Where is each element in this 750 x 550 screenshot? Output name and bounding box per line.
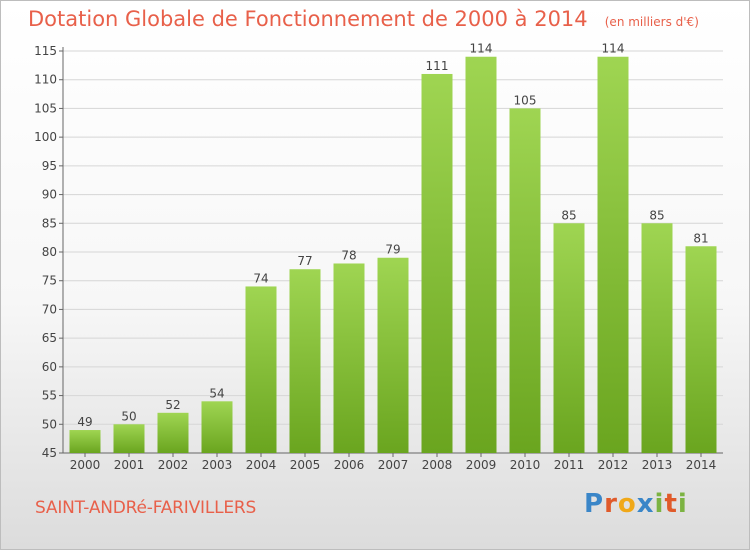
bar-2013: [641, 223, 673, 453]
x-tick-label: 2009: [466, 458, 497, 472]
y-tick-label: 85: [42, 216, 57, 230]
logo-letter: i: [654, 489, 665, 519]
y-tick-label: 110: [34, 73, 57, 87]
y-tick-label: 50: [42, 417, 57, 431]
logo-letter: o: [617, 489, 637, 519]
bar-2006: [333, 263, 365, 453]
bar-value-label: 52: [165, 398, 180, 412]
y-tick-label: 95: [42, 159, 57, 173]
chart-unit-label: (en milliers d'€): [604, 15, 699, 29]
labels: 49 2000 50 2001 52 2002 54 2003 74 2004 77 2005 78 20…: [70, 42, 717, 472]
x-tick-label: 2012: [598, 458, 629, 472]
y-tick-label: 80: [42, 245, 57, 259]
x-tick-label: 2010: [510, 458, 541, 472]
bar-2000: [69, 430, 101, 453]
x-tick-label: 2001: [114, 458, 145, 472]
bar-value-label: 77: [297, 254, 312, 268]
y-tick-label: 65: [42, 331, 57, 345]
bar-value-label: 114: [470, 42, 493, 56]
bar-value-label: 111: [426, 59, 449, 73]
x-tick-label: 2014: [686, 458, 717, 472]
y-tick-label: 60: [42, 360, 57, 374]
bar-2011: [553, 223, 585, 453]
bar-2005: [289, 269, 321, 453]
x-tick-label: 2011: [554, 458, 585, 472]
y-tick-label: 70: [42, 302, 57, 316]
bar-value-label: 50: [121, 409, 136, 423]
y-tick-label: 75: [42, 274, 57, 288]
bar-value-label: 114: [602, 42, 625, 56]
y-tick-label: 45: [42, 446, 57, 460]
bar-value-label: 105: [514, 93, 537, 107]
y-tick-label: 90: [42, 188, 57, 202]
x-tick-label: 2000: [70, 458, 101, 472]
x-tick-label: 2008: [422, 458, 453, 472]
bar-2007: [377, 257, 409, 453]
bar-2004: [245, 286, 277, 453]
x-tick-label: 2002: [158, 458, 189, 472]
bar-2003: [201, 401, 233, 453]
bar-2010: [509, 108, 541, 453]
bar-value-label: 49: [77, 415, 92, 429]
y-tick-label: 55: [42, 389, 57, 403]
x-tick-label: 2003: [202, 458, 233, 472]
logo-letter: i: [677, 489, 688, 519]
bar-2001: [113, 424, 145, 453]
bar-value-label: 81: [693, 231, 708, 245]
logo-letter: r: [604, 489, 618, 519]
commune-name: SAINT-ANDRé-FARIVILLERS: [35, 498, 257, 518]
bars: [69, 56, 717, 453]
x-tick-label: 2005: [290, 458, 321, 472]
chart-title: Dotation Globale de Fonctionnement de 20…: [28, 7, 699, 31]
bar-value-label: 79: [385, 243, 400, 257]
x-tick-label: 2004: [246, 458, 277, 472]
y-tick-label: 100: [34, 130, 57, 144]
bar-2008: [421, 73, 453, 453]
x-tick-label: 2006: [334, 458, 365, 472]
y-tick-label: 115: [34, 44, 57, 58]
bar-2009: [465, 56, 497, 453]
bar-2014: [685, 246, 717, 453]
x-tick-label: 2007: [378, 458, 409, 472]
logo-letter: t: [664, 489, 678, 519]
bar-2012: [597, 56, 629, 453]
logo-letter: x: [636, 489, 655, 519]
bar-value-label: 78: [341, 248, 356, 262]
bar-value-label: 54: [209, 386, 224, 400]
chart-title-text: Dotation Globale de Fonctionnement de 20…: [28, 7, 588, 31]
y-tick-label: 105: [34, 101, 57, 115]
x-tick-label: 2013: [642, 458, 673, 472]
logo-letter: P: [584, 489, 605, 519]
bar-2002: [157, 412, 189, 453]
bar-value-label: 74: [253, 271, 268, 285]
bar-value-label: 85: [561, 208, 576, 222]
bar-value-label: 85: [649, 208, 664, 222]
proxiti-logo: Proxiti: [584, 489, 688, 519]
